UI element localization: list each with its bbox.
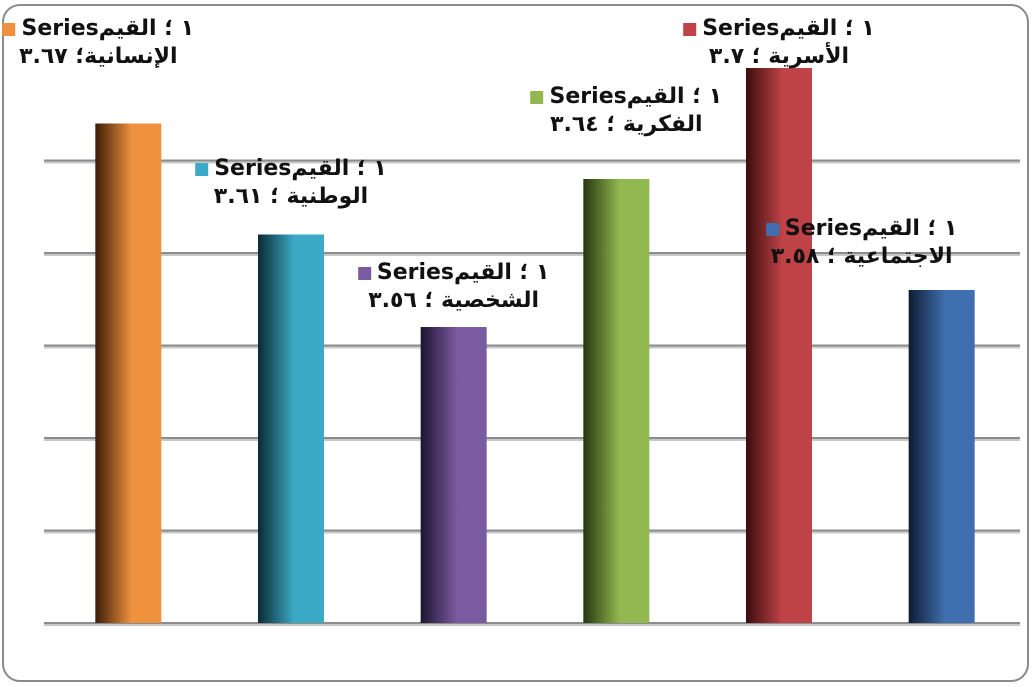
bar-1 [95, 123, 162, 623]
data-label-series-line: Series١ ؛ القيم [357, 260, 550, 285]
data-label-4: Series١ ؛ القيم الفكرية ؛ ٣.٦٤ [530, 84, 723, 137]
data-label-6: Series١ ؛ القيم الاجتماعية ؛ ٣.٥٨ [765, 216, 958, 269]
bar-4 [583, 179, 650, 623]
bar-6 [908, 290, 975, 623]
bar-5 [746, 68, 812, 623]
legend-key-swatch [765, 222, 779, 236]
data-label-series-text: Series١ ؛ القيم [784, 216, 958, 241]
legend-key-swatch [357, 266, 371, 280]
data-label-value-text: الأسرية ؛ ٣.٧ [708, 44, 850, 69]
data-label-value-text: الشخصية ؛ ٣.٥٦ [368, 288, 540, 313]
legend-key-swatch [683, 22, 697, 36]
legend-key-swatch [195, 162, 209, 176]
data-label-5: Series١ ؛ القيم الأسرية ؛ ٣.٧ [683, 18, 875, 68]
data-label-1: Series١ ؛ القيم الإنسانية؛ ٣.٦٧ [2, 16, 195, 69]
legend-key-swatch [2, 22, 16, 36]
bar-3 [420, 327, 487, 623]
bar-2 [258, 234, 324, 623]
data-label-value-text: الاجتماعية ؛ ٣.٥٨ [770, 244, 953, 269]
data-label-series-text: Series١ ؛ القيم [21, 16, 195, 41]
data-label-series-line: Series١ ؛ القيم [765, 216, 958, 241]
data-label-series-text: Series١ ؛ القيم [549, 84, 723, 109]
data-label-series-line: Series١ ؛ القيم [2, 16, 195, 41]
legend-key-swatch [530, 90, 544, 104]
data-label-series-line: Series١ ؛ القيم [683, 18, 875, 40]
data-label-value-text: الإنسانية؛ ٣.٦٧ [19, 44, 178, 69]
data-label-series-text: Series١ ؛ القيم [376, 260, 550, 285]
data-label-3: Series١ ؛ القيم الشخصية ؛ ٣.٥٦ [357, 260, 550, 313]
data-label-2: Series١ ؛ القيم الوطنية ؛ ٣.٦١ [195, 158, 387, 208]
data-label-series-line: Series١ ؛ القيم [530, 84, 723, 109]
data-label-series-text: Series١ ؛ القيم [214, 156, 387, 181]
data-label-value-text: الفكرية ؛ ٣.٦٤ [550, 112, 703, 137]
chart-frame [2, 4, 1029, 682]
data-label-series-text: Series١ ؛ القيم [702, 16, 875, 41]
data-label-value-text: الوطنية ؛ ٣.٦١ [213, 184, 369, 209]
data-label-series-line: Series١ ؛ القيم [195, 158, 387, 180]
